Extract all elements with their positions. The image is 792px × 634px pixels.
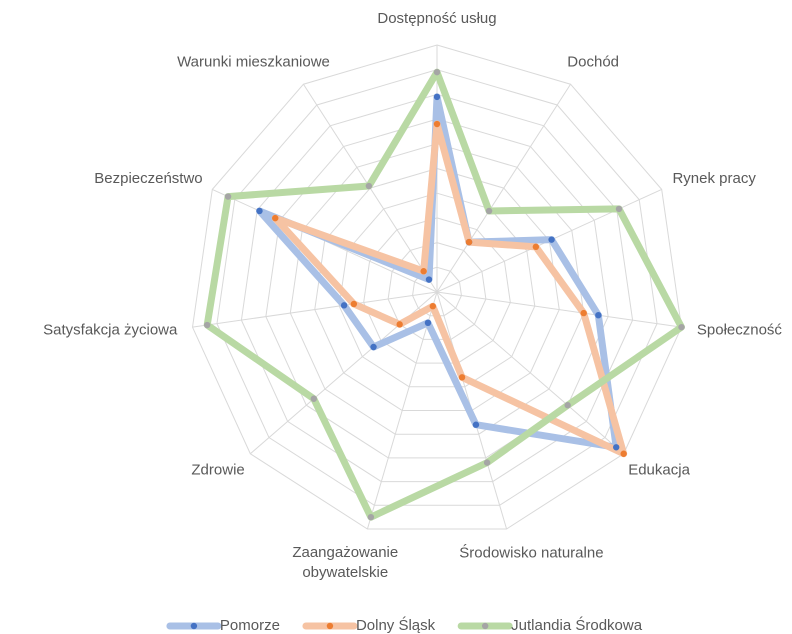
data-point bbox=[613, 444, 620, 451]
legend-item: Jutlandia Środkowa bbox=[457, 616, 643, 634]
data-point bbox=[420, 268, 427, 275]
category-label: Dochód bbox=[567, 53, 620, 71]
category-label: Społeczność bbox=[696, 321, 782, 339]
data-point bbox=[272, 214, 279, 222]
legend-marker bbox=[190, 622, 198, 630]
grid-ring bbox=[314, 167, 560, 411]
category-label: Warunki mieszkaniowe bbox=[177, 53, 330, 71]
data-point bbox=[433, 68, 441, 76]
data-point bbox=[620, 450, 627, 457]
category-label: Zaangażowanie obywatelskie bbox=[292, 544, 399, 582]
data-point bbox=[472, 421, 480, 428]
legend-label: Dolny Śląsk bbox=[356, 616, 436, 634]
data-point bbox=[310, 395, 317, 402]
data-point bbox=[580, 309, 587, 317]
data-point bbox=[433, 93, 441, 101]
grid-ring bbox=[216, 69, 658, 506]
data-point bbox=[465, 238, 473, 246]
data-point bbox=[256, 207, 263, 215]
data-point bbox=[424, 319, 432, 327]
data-point bbox=[485, 207, 493, 215]
legend: Pomorze Dolny Śląsk Jutlandia Środkowa bbox=[166, 616, 643, 634]
data-point bbox=[429, 303, 437, 310]
data-point bbox=[615, 205, 623, 213]
data-point bbox=[483, 459, 491, 466]
data-point bbox=[365, 182, 373, 190]
category-label: Edukacja bbox=[628, 461, 690, 479]
data-point bbox=[224, 193, 232, 200]
spoke bbox=[436, 83, 571, 293]
data-point bbox=[370, 343, 377, 351]
grid-ring bbox=[191, 44, 683, 530]
series-line bbox=[271, 120, 628, 458]
legend-label: Pomorze bbox=[220, 617, 280, 634]
category-label: Środowisko naturalne bbox=[459, 544, 604, 562]
legend-item: Dolny Śląsk bbox=[302, 616, 436, 634]
category-label: Dostępność usług bbox=[377, 10, 497, 27]
data-point bbox=[350, 300, 358, 308]
data-point bbox=[203, 321, 211, 329]
category-label: Satysfakcja życiowa bbox=[43, 321, 178, 339]
spoke bbox=[436, 291, 624, 455]
data-point bbox=[433, 120, 441, 128]
data-point bbox=[564, 402, 571, 409]
data-point bbox=[548, 236, 555, 243]
data-point bbox=[340, 302, 348, 309]
spoke bbox=[366, 291, 438, 530]
category-label: Rynek pracy bbox=[672, 169, 756, 187]
category-label: Zdrowie bbox=[191, 461, 245, 479]
spoke bbox=[436, 291, 682, 328]
data-point bbox=[595, 312, 602, 319]
data-point bbox=[532, 243, 540, 251]
data-point bbox=[458, 374, 466, 381]
legend-item: Pomorze bbox=[166, 617, 280, 634]
data-point bbox=[396, 321, 403, 328]
legend-marker bbox=[326, 622, 334, 630]
category-label: Bezpieczeństwo bbox=[94, 169, 203, 187]
data-point bbox=[367, 513, 375, 521]
legend-marker bbox=[481, 622, 489, 630]
grid-ring bbox=[289, 143, 585, 435]
series-line bbox=[203, 68, 685, 521]
data-point bbox=[425, 276, 433, 283]
legend-label: Jutlandia Środkowa bbox=[511, 616, 643, 634]
data-point bbox=[678, 323, 685, 331]
spoke bbox=[192, 291, 438, 328]
